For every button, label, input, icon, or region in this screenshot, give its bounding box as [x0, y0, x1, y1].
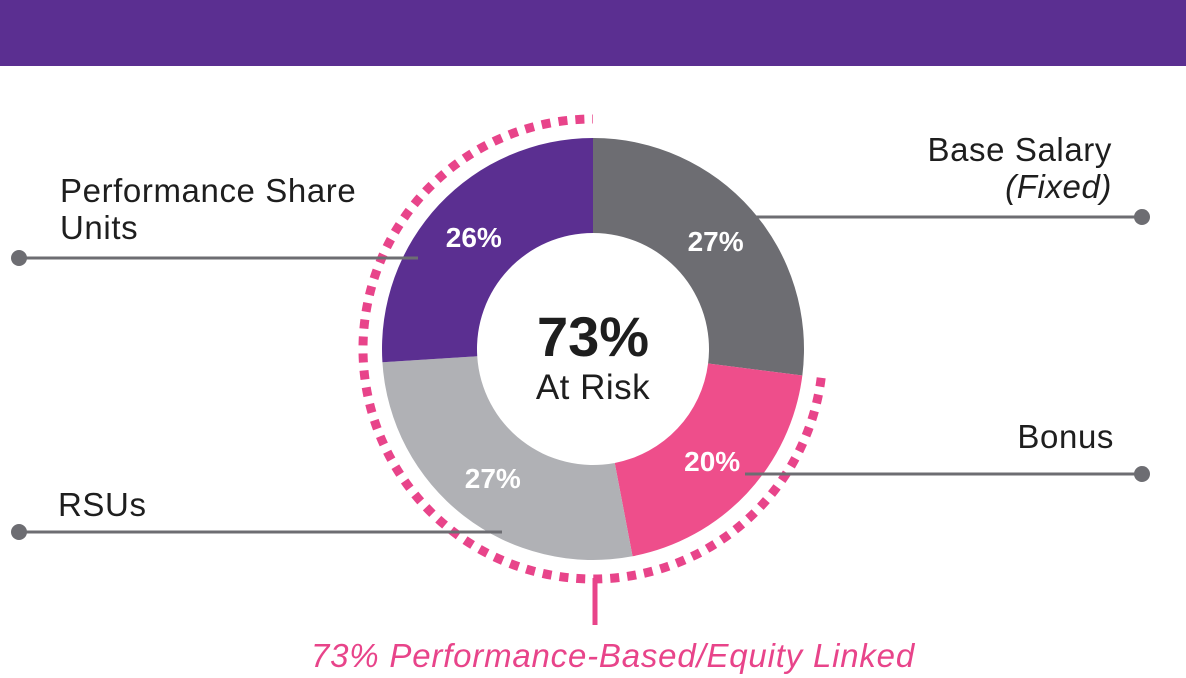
label-connectors: [11, 209, 1150, 540]
center-label: At Risk: [535, 368, 651, 407]
connector-dot-rsus: [11, 524, 27, 540]
label-psu-line1: Performance Share: [60, 172, 357, 209]
label-bonus: Bonus: [1017, 418, 1114, 455]
connector-dot-base-salary: [1134, 209, 1150, 225]
slice-label-bonus: 20%: [684, 446, 740, 477]
highlight-ring-arc: [358, 114, 826, 584]
slice-bonus: [614, 363, 803, 557]
connector-dot-bonus: [1134, 466, 1150, 482]
footer-caption: 73% Performance-Based/Equity Linked: [311, 637, 915, 674]
slice-label-rsus: 27%: [465, 463, 521, 494]
label-base-salary: Base Salary (Fixed): [927, 131, 1112, 205]
header-banner: [0, 0, 1186, 66]
slice-value-labels: 27% 20% 27% 26%: [446, 222, 744, 494]
label-base-salary-name: Base Salary: [927, 131, 1112, 168]
label-psu: Performance Share Units: [60, 172, 356, 246]
slice-performance-share-units: [382, 138, 593, 363]
connector-dot-psu: [11, 250, 27, 266]
label-rsus: RSUs: [58, 486, 147, 523]
label-base-salary-note: (Fixed): [1005, 168, 1112, 205]
slice-rsus: [382, 356, 633, 560]
slice-label-performance-share-units: 26%: [446, 222, 502, 253]
center-value: 73%: [536, 305, 650, 368]
slice-base-salary: [593, 138, 804, 376]
highlight-dashed-ring: [358, 114, 826, 584]
label-psu-line2: Units: [60, 209, 139, 246]
slice-label-base-salary: 27%: [688, 226, 744, 257]
chart-slices: [382, 138, 804, 560]
